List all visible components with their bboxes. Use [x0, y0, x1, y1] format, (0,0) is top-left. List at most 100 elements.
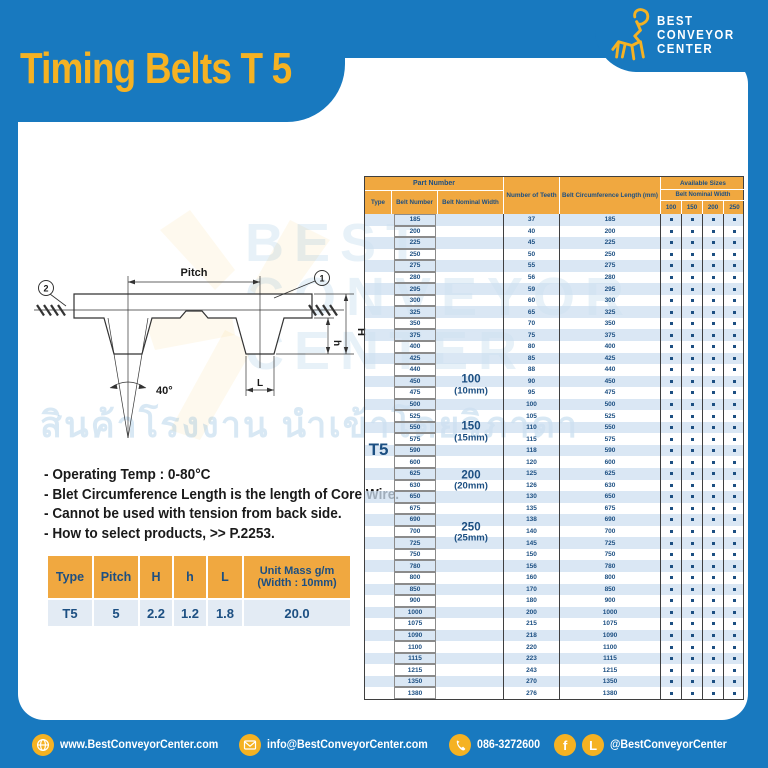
size-availability-cell [703, 653, 723, 665]
length-cell: 375 [604, 331, 616, 339]
size-availability-cell [724, 537, 745, 549]
type-value: T5 [368, 440, 389, 460]
belt-number-cell: 750 [394, 548, 436, 561]
teeth-cell: 105 [526, 412, 537, 420]
length-cell: 1100 [602, 643, 618, 651]
size-availability-cell [724, 549, 745, 561]
size-available-marker [690, 252, 694, 256]
size-available-marker [733, 564, 736, 568]
length-cell: 590 [604, 447, 616, 455]
size-available-marker [733, 472, 736, 476]
belt-number-cell: 630 [394, 479, 436, 492]
size-available-marker [690, 657, 694, 661]
length-cell: 425 [604, 354, 616, 362]
H-dimension-label: H [355, 328, 367, 336]
row-stripe [365, 468, 743, 480]
size-available-marker [669, 229, 673, 233]
size-availability-cell [661, 456, 681, 468]
size-available-marker [690, 345, 694, 349]
size-available-marker [733, 241, 736, 245]
size-availability-cell [661, 468, 681, 480]
size-availability-cell [661, 584, 681, 596]
size-availability-cell [703, 433, 723, 445]
spec-value-h: 1.2 [174, 600, 206, 626]
nominal-width-label: 250 (25mm) [438, 521, 504, 544]
length-cell: 1000 [602, 608, 618, 616]
teeth-cell: 95 [527, 389, 536, 397]
size-availability-cell [703, 341, 723, 353]
length-cell: 400 [604, 343, 616, 351]
row-stripe [365, 352, 743, 365]
header-belt-circumference-length: Belt Circumference Length (mm) [560, 177, 661, 214]
length-cell: 700 [604, 528, 616, 536]
size-available-marker [733, 368, 736, 372]
belt-number-cell: 350 [394, 317, 436, 330]
size-available-marker [669, 599, 673, 603]
footer-social: f L @BestConveyorCenter [554, 734, 736, 756]
size-availability-cell [703, 353, 723, 365]
row-stripe [365, 514, 743, 526]
teeth-cell: 215 [526, 620, 537, 628]
teeth-cell: 80 [527, 343, 536, 351]
size-available-marker [690, 495, 694, 499]
row-stripe [365, 560, 743, 572]
size-availability-cell [724, 260, 745, 272]
size-availability-cell [661, 687, 681, 699]
size-available-marker [669, 460, 673, 464]
belt-number-cell: 500 [394, 398, 436, 411]
size-availability-cell [682, 641, 702, 653]
size-availability-cell [682, 364, 702, 376]
teeth-cell: 135 [526, 504, 537, 512]
size-available-marker [733, 506, 736, 510]
header-available-sizes-sub: Belt Nominal Width [661, 190, 745, 201]
size-available-marker [690, 483, 694, 487]
size-available-marker [711, 587, 715, 591]
size-available-marker [669, 403, 673, 407]
size-available-marker [690, 241, 694, 245]
size-available-marker [690, 333, 694, 337]
size-available-marker [669, 668, 673, 672]
belt-number-cell: 325 [394, 306, 436, 318]
width-mm: (10mm) [454, 385, 488, 397]
length-cell: 800 [604, 574, 616, 582]
size-available-marker [690, 668, 694, 672]
l-dimension-label: L [257, 378, 263, 389]
size-available-marker [711, 564, 715, 568]
belt-number-cell: 700 [394, 525, 436, 538]
spec-value-type: T5 [48, 600, 92, 626]
size-availability-cell [682, 537, 702, 549]
size-available-marker [733, 437, 736, 441]
length-cell: 280 [604, 274, 616, 281]
size-availability-cell [703, 410, 723, 422]
size-availability-cell [703, 514, 723, 526]
row-stripe [365, 652, 743, 665]
size-available-marker [711, 506, 715, 510]
size-available-marker [711, 691, 715, 695]
size-available-marker [690, 449, 694, 453]
teeth-cell: 118 [526, 447, 537, 455]
header-belt-nominal-width: Belt Nominal Width [438, 191, 504, 214]
size-available-marker [733, 345, 736, 349]
size-available-marker [733, 518, 736, 522]
size-available-marker [669, 368, 673, 372]
size-available-marker [711, 241, 715, 245]
size-availability-cell [682, 249, 702, 261]
belt-profile-diagram: Pitch 1 2 40° L h H [34, 267, 367, 439]
size-availability-cell [724, 560, 745, 572]
belt-number-cell: 690 [394, 514, 436, 526]
size-availability-cell [724, 468, 745, 480]
belt-number-cell: 280 [394, 271, 436, 284]
size-availability-cell [724, 653, 745, 665]
size-availability-cell [724, 630, 745, 642]
size-availability-cell [724, 514, 745, 526]
belt-number-cell: 1350 [394, 675, 436, 688]
size-availability-cell [703, 584, 723, 596]
teeth-cell: 270 [526, 678, 537, 686]
size-available-marker [711, 218, 715, 222]
size-available-marker [733, 530, 736, 534]
size-available-marker [733, 645, 736, 649]
size-available-marker [669, 437, 673, 441]
size-availability-cell [724, 237, 745, 249]
size-availability-cell [661, 560, 681, 572]
size-availability-cell [661, 433, 681, 445]
